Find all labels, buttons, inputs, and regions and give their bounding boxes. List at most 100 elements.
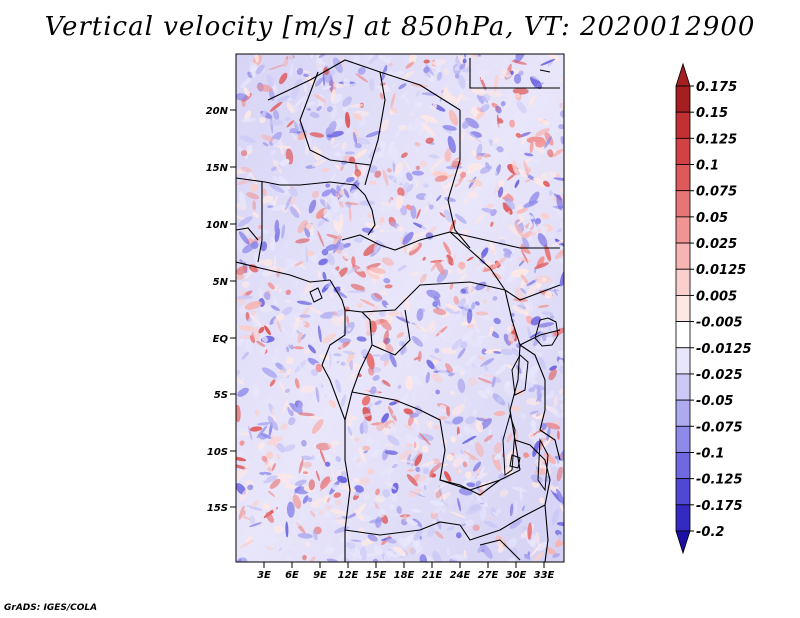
field-blob [247, 425, 253, 441]
field-blob [503, 248, 512, 255]
field-blob [339, 315, 346, 322]
field-blob [238, 325, 255, 332]
field-blob [370, 449, 382, 459]
field-blob [468, 377, 477, 386]
field-blob [272, 138, 282, 148]
field-blob [477, 377, 493, 384]
field-blob [542, 311, 554, 316]
field-blob [493, 410, 506, 417]
colorbar-swatch [675, 321, 691, 349]
field-blob [292, 494, 302, 509]
field-blob [242, 243, 256, 254]
field-blob [285, 289, 291, 296]
field-blob [449, 219, 456, 232]
field-blob [330, 88, 336, 103]
field-blob [406, 443, 413, 447]
field-blob [286, 346, 290, 353]
field-blob [497, 129, 505, 135]
field-blob [436, 370, 449, 378]
colorbar-swatch [675, 268, 691, 296]
field-blob [454, 73, 460, 79]
field-blob [331, 315, 342, 327]
field-blob [261, 269, 270, 277]
field-blob [236, 469, 246, 480]
field-blob [431, 65, 442, 73]
field-blob [272, 159, 283, 174]
field-blob [443, 241, 452, 256]
field-blob [555, 211, 564, 218]
field-blob [520, 531, 528, 539]
field-blob [374, 170, 382, 178]
field-blob [558, 394, 564, 401]
field-blob [383, 481, 397, 490]
field-blob [285, 521, 289, 538]
field-blob [408, 242, 423, 256]
field-blob [267, 416, 279, 431]
field-blob [455, 532, 462, 539]
field-blob [510, 247, 516, 262]
field-blob [349, 373, 355, 379]
field-blob [414, 180, 419, 187]
field-blob [262, 502, 270, 510]
field-blob [458, 469, 462, 474]
field-blob [436, 222, 444, 232]
field-blob [379, 229, 386, 233]
field-blob [443, 420, 454, 425]
lat-tick-20n: 20N [206, 106, 236, 117]
field-blob [308, 306, 324, 315]
field-blob [346, 129, 352, 134]
field-blob [356, 336, 367, 342]
field-blob [307, 420, 314, 426]
field-blob [283, 484, 297, 489]
field-blob [272, 109, 280, 120]
lat-label: 10N [206, 220, 229, 231]
field-blob [312, 529, 318, 541]
field-blob [318, 258, 328, 266]
field-blob [459, 63, 466, 70]
field-blob [437, 416, 448, 420]
field-blob [315, 470, 320, 482]
field-blob [321, 189, 332, 197]
field-blob [359, 477, 370, 485]
field-blob [308, 199, 317, 214]
field-blob [397, 264, 407, 272]
field-blob [268, 64, 285, 70]
field-blob [476, 68, 486, 76]
field-blob [540, 212, 550, 220]
field-blob [367, 212, 372, 219]
field-blob [350, 189, 358, 194]
field-blob [414, 101, 423, 108]
field-blob [341, 142, 347, 151]
field-blob [409, 271, 421, 276]
field-blob [379, 318, 392, 331]
colorbar-label: 0.1 [696, 159, 719, 174]
field-blob [424, 484, 427, 491]
field-blob [537, 304, 550, 309]
field-blob [435, 326, 448, 337]
field-blob [311, 455, 315, 460]
field-blob [516, 101, 527, 114]
field-blob [386, 304, 393, 310]
field-blob [354, 169, 362, 177]
field-blob [361, 348, 369, 357]
field-blob [522, 237, 530, 249]
field-blob [383, 329, 389, 347]
field-blob [244, 222, 249, 237]
field-blob [258, 449, 266, 454]
field-blob [443, 68, 449, 76]
field-blob [314, 94, 326, 103]
field-blob [257, 422, 271, 426]
field-blob [500, 101, 506, 107]
field-blob [335, 515, 346, 526]
field-blob [496, 146, 504, 153]
field-blob [432, 301, 438, 308]
field-blob [460, 171, 467, 179]
field-blob [246, 192, 260, 200]
field-blob [515, 223, 524, 237]
field-blob [427, 320, 436, 333]
field-blob [446, 406, 451, 417]
field-blob [406, 474, 418, 487]
field-blob [530, 419, 537, 431]
field-blob [472, 461, 482, 472]
field-blob [319, 449, 326, 464]
